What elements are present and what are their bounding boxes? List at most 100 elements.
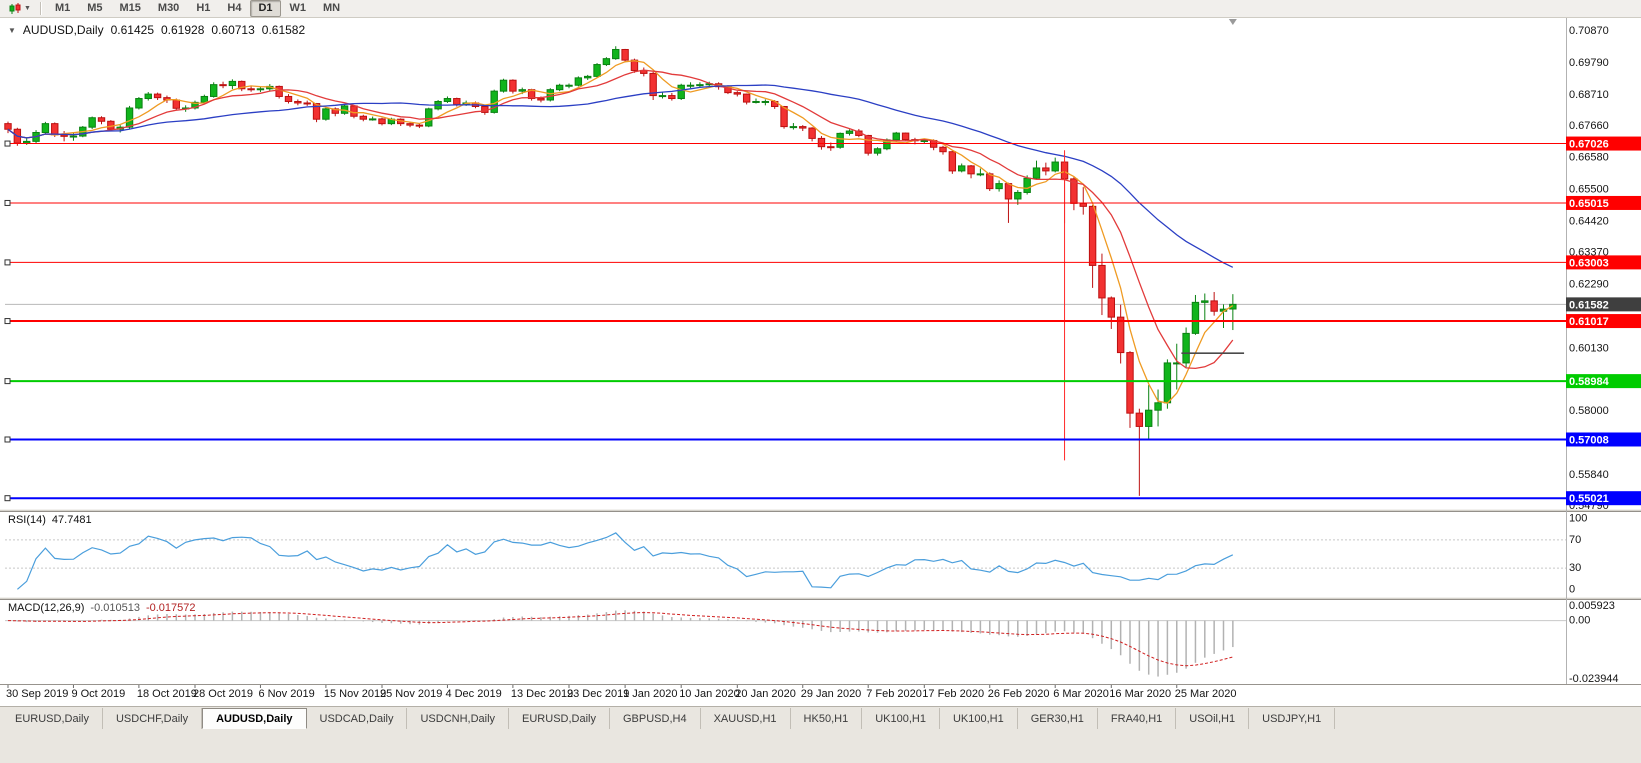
hline-price-label [1566, 195, 1641, 210]
chart-tab-uk100-h1[interactable]: UK100,H1 [940, 708, 1018, 729]
date-label: 6 Nov 2019 [258, 688, 314, 700]
chart-tab-audusd-daily[interactable]: AUDUSD,Daily [202, 708, 307, 729]
svg-text:0.005923: 0.005923 [1569, 600, 1615, 612]
date-label: 18 Oct 2019 [137, 688, 197, 700]
svg-text:0.55021: 0.55021 [1569, 493, 1609, 505]
date-label: 15 Nov 2019 [324, 688, 386, 700]
svg-text:0.61017: 0.61017 [1569, 316, 1609, 328]
macd-main-value: -0.010513 [90, 602, 140, 614]
date-label: 25 Mar 2020 [1175, 688, 1237, 700]
macd-signal-value: -0.017572 [145, 602, 196, 614]
candles-layer [4, 46, 1237, 496]
chart-tab-usoil-h1[interactable]: USOil,H1 [1176, 708, 1250, 729]
chart-tab-ger30-h1[interactable]: GER30,H1 [1018, 708, 1098, 729]
chart-tab-eurusd-daily[interactable]: EURUSD,Daily [2, 708, 103, 729]
ma-30-line [7, 84, 1234, 268]
rsi-line [17, 532, 1234, 590]
timeframe-button-m15[interactable]: M15 [119, 2, 141, 14]
dropdown-caret-icon: ▼ [24, 5, 31, 12]
ma-5-line [7, 60, 1234, 404]
chart-tab-gbpusd-h4[interactable]: GBPUSD,H4 [610, 708, 701, 729]
price-tick-label: 0.68710 [1569, 89, 1609, 101]
line-handle[interactable] [4, 199, 11, 206]
hline-price-label [1566, 491, 1641, 506]
chart-symbol-period: AUDUSD,Daily [22, 23, 104, 37]
line-handle[interactable] [4, 495, 11, 502]
quick-trade-arrow-icon[interactable]: ▼ [8, 25, 16, 35]
svg-text:0.58984: 0.58984 [1569, 376, 1610, 388]
timeframe-button-m5[interactable]: M5 [87, 2, 103, 14]
date-axis[interactable] [7, 685, 1178, 688]
chart-title: ▼ AUDUSD,Daily 0.61425 0.61928 0.60713 0… [8, 23, 305, 37]
price-tick-label: 0.65500 [1569, 184, 1609, 196]
date-label: 1 Jan 2020 [623, 688, 677, 700]
timeframe-button-mn[interactable]: MN [323, 2, 341, 14]
rsi-value: 47.7481 [51, 514, 92, 526]
hline-price-label [1566, 432, 1641, 447]
line-handle[interactable] [4, 436, 11, 443]
ohlc-low: 0.60713 [211, 23, 255, 37]
price-tick-label: 0.70870 [1569, 25, 1609, 37]
chart-tab-usdchf-daily[interactable]: USDCHF,Daily [103, 708, 203, 729]
timeframe-button-h4[interactable]: H4 [227, 2, 242, 14]
hline-price-label [1566, 314, 1641, 329]
timeframe-toolbar: ▼ M1 M5 M15 M30 H1 H4 D1 W1 MN [0, 0, 1641, 18]
chart-tab-hk50-h1[interactable]: HK50,H1 [791, 708, 863, 729]
hline-price-label [1566, 374, 1641, 389]
svg-text:0.63003: 0.63003 [1569, 257, 1609, 269]
chart-tab-usdcad-daily[interactable]: USDCAD,Daily [307, 708, 408, 729]
chart-shift-marker[interactable] [1228, 19, 1237, 25]
date-label: 29 Jan 2020 [801, 688, 862, 700]
date-label: 13 Dec 2019 [511, 688, 573, 700]
chart-tab-eurusd-daily[interactable]: EURUSD,Daily [509, 708, 610, 729]
timeframe-button-m1[interactable]: M1 [54, 2, 71, 14]
line-handle[interactable] [4, 140, 11, 147]
chart-type-menu[interactable]: ▼ [4, 2, 35, 15]
svg-text:0.65015: 0.65015 [1569, 198, 1609, 210]
chart-tabs-bar: EURUSD,Daily USDCHF,Daily AUDUSD,Daily USDC… [0, 706, 1641, 763]
chart-tab-fra40-h1[interactable]: FRA40,H1 [1098, 708, 1177, 729]
price-tick-label: 0.64420 [1569, 216, 1609, 228]
timeframe-button-w1[interactable]: W1 [289, 2, 307, 14]
date-label: 20 Jan 2020 [735, 688, 796, 700]
timeframe-button-d1[interactable]: D1 [250, 0, 281, 17]
pane-separator[interactable] [0, 509, 1641, 512]
price-tick-label: 0.69790 [1569, 57, 1609, 69]
line-handle[interactable] [4, 318, 11, 325]
chart-tab-usdcnh-daily[interactable]: USDCNH,Daily [407, 708, 510, 729]
date-label: 10 Jan 2020 [679, 688, 740, 700]
ohlc-close: 0.61582 [261, 23, 306, 37]
timeframe-button-h1[interactable]: H1 [196, 2, 211, 14]
line-handle[interactable] [4, 259, 11, 266]
macd-signal-line [7, 612, 1233, 667]
price-tick-label: 0.67660 [1569, 120, 1609, 132]
chart-canvas[interactable]: 100 70 30 0 0.005923 0.00 -0.023944 30 Sep 2019… [0, 0, 1641, 706]
price-tick-label: 0.55840 [1569, 469, 1609, 481]
date-label: 16 Mar 2020 [1109, 688, 1171, 700]
date-label: 28 Oct 2019 [193, 688, 253, 700]
rsi-pane [5, 532, 1566, 590]
date-label: 4 Dec 2019 [445, 688, 501, 700]
chart-tab-xauusd-h1[interactable]: XAUUSD,H1 [701, 708, 791, 729]
macd-name: MACD(12,26,9) [8, 602, 85, 614]
timeframe-button-m30[interactable]: M30 [157, 2, 180, 14]
svg-text:100: 100 [1569, 513, 1587, 525]
toolbar-separator [39, 2, 42, 15]
date-label: 6 Mar 2020 [1053, 688, 1109, 700]
svg-text:0.67026: 0.67026 [1569, 139, 1609, 151]
rsi-indicator-label: RSI(14) 47.7481 [8, 514, 92, 526]
pane-separator[interactable] [0, 597, 1641, 600]
bid-price-label [1566, 297, 1641, 312]
chart-tab-usdjpy-h1[interactable]: USDJPY,H1 [1249, 708, 1336, 729]
date-label: 9 Oct 2019 [71, 688, 125, 700]
line-handle[interactable] [4, 378, 11, 385]
svg-text:0: 0 [1569, 583, 1575, 595]
chart-tab-uk100-h1[interactable]: UK100,H1 [862, 708, 940, 729]
svg-text:0.57008: 0.57008 [1569, 434, 1609, 446]
date-label: 26 Feb 2020 [988, 688, 1050, 700]
hline-price-label [1566, 136, 1641, 151]
price-tick-label: 0.66580 [1569, 152, 1609, 164]
rsi-name: RSI(14) [8, 514, 46, 526]
ohlc-open: 0.61425 [110, 23, 154, 37]
ohlc-high: 0.61928 [161, 23, 205, 37]
